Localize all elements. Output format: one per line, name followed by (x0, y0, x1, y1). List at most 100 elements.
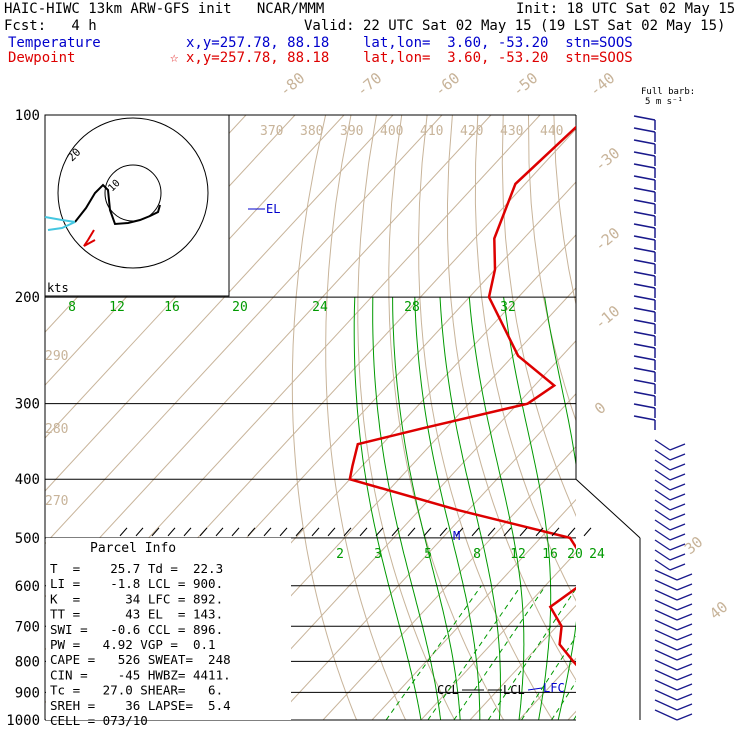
dry-adiabat-line (528, 115, 576, 423)
wind-barb (654, 679, 678, 691)
wind-barb (654, 699, 678, 711)
mixing-ratio-line (385, 585, 482, 720)
parcel-info-box (46, 537, 291, 720)
theta-label: 370 (260, 124, 283, 139)
parcel-info-row: TT = 43 EL = 143. (50, 607, 223, 622)
pressure-label: 1000 (6, 713, 40, 729)
mixing-ratio-label: 8 (473, 547, 481, 562)
moist-adiabat-label: 20 (232, 300, 248, 315)
isotherm-tick-label: -70 (353, 69, 385, 100)
wind-barb-flag (669, 443, 686, 451)
isotherm-tick-label: -80 (276, 69, 308, 100)
theta-label: 390 (340, 124, 363, 139)
hatch-mark (487, 527, 496, 537)
wind-barb-flag (669, 513, 686, 521)
isotherm-tick-label: 0 (591, 398, 609, 418)
wind-barb-flag (669, 483, 686, 491)
wind-barb (654, 659, 678, 671)
hatch-mark (215, 527, 224, 537)
wind-barb (654, 599, 678, 611)
wind-barb-flag (669, 463, 686, 471)
isotherm-line (273, 392, 576, 720)
dry-adiabat-line (553, 115, 576, 307)
theta-label: 440 (540, 124, 563, 139)
hatch-mark (279, 527, 288, 537)
isotherm-line (45, 115, 394, 492)
moist-adiabat-line (503, 297, 552, 720)
pressure-label: 200 (15, 290, 40, 306)
mixing-ratio-line (427, 585, 522, 720)
wind-barb (654, 559, 671, 571)
hodograph-ring-outer (57, 117, 209, 269)
pressure-label: 600 (15, 579, 40, 595)
wind-barb-flag (633, 139, 656, 145)
moist-adiabat-line (544, 297, 576, 720)
wind-barb (654, 509, 671, 521)
wind-barb-flag (633, 343, 656, 349)
lfc-marker (527, 687, 543, 691)
mixing-ratio-label: 5 (424, 547, 432, 562)
barb-legend-line2: 5 m s⁻¹ (645, 97, 683, 107)
m-annotation: M (453, 529, 460, 543)
wind-barb-flag (633, 367, 656, 373)
wind-barb (654, 459, 671, 471)
dry-adiabat-line (706, 115, 740, 720)
wind-barb-flag (633, 127, 656, 133)
hatch-mark (135, 527, 144, 537)
hodograph-trace (74, 183, 161, 226)
theta-label: 380 (300, 124, 323, 139)
mixing-ratio-label: 12 (510, 547, 526, 562)
parcel-info-row: SWI = -0.6 CCL = 896. (50, 622, 223, 637)
wind-barb-flag (633, 415, 656, 421)
dry-adiabat-line (630, 115, 740, 720)
wind-barb-flag (676, 623, 693, 631)
moist-adiabat-label: 12 (109, 300, 125, 315)
wind-barb (654, 489, 671, 501)
parcel-info-title: Parcel Info (90, 541, 176, 556)
wind-barb (654, 649, 678, 661)
wind-barb (654, 479, 671, 491)
wind-barb (654, 519, 671, 531)
hatch-mark (311, 527, 320, 537)
dewpoint-legend-info: x,y=257.78, 88.18 lat,lon= 3.60, -53.20 … (186, 50, 633, 66)
hatch-mark (551, 527, 560, 537)
wind-barb-flag (633, 271, 656, 277)
wind-barb-flag (633, 175, 656, 181)
wind-barb (654, 499, 671, 511)
wind-barb-flag (633, 331, 656, 337)
moist-adiabat-label: 16 (164, 300, 180, 315)
dewpoint-star-icon: ☆ (170, 50, 179, 66)
wind-barb-flag (669, 493, 686, 501)
wind-barb-flag (633, 115, 656, 121)
moist-adiabat-label: 32 (500, 300, 516, 315)
wind-barb-flag (676, 603, 693, 611)
hatch-mark (231, 527, 240, 537)
wind-barb-flag (633, 403, 656, 409)
dry-adiabat-line (579, 115, 740, 720)
theta-label: 410 (420, 124, 443, 139)
wind-barb-flag (669, 503, 686, 511)
wind-barb-flag (633, 307, 656, 313)
pressure-label: 100 (15, 108, 40, 124)
theta-side-label: 270 (45, 494, 68, 509)
hatch-mark (439, 527, 448, 537)
mixing-ratio-label: 2 (336, 547, 344, 562)
isotherm-tick-label: -60 (431, 69, 463, 100)
wind-barb-flag (676, 673, 693, 681)
hatch-mark (151, 527, 160, 537)
hodograph-units-label: kts (47, 281, 69, 295)
wind-barb (654, 539, 671, 551)
isotherm-line (469, 604, 576, 720)
temperature-legend-label: Temperature (8, 35, 101, 51)
wind-barb-flag (633, 391, 656, 397)
init-time: Init: 18 UTC Sat 02 May 15 (516, 1, 736, 17)
hatch-mark (471, 527, 480, 537)
isotherm-tick-label: -30 (591, 144, 623, 175)
dry-adiabat-line (681, 115, 740, 720)
parcel-info-row: PW = 4.92 VGP = 0.1 (50, 637, 216, 652)
hodograph-trace-lower (83, 229, 96, 247)
wind-barb-flag (669, 553, 686, 561)
parcel-info-row: Tc = 27.0 SHEAR= 6. (50, 683, 223, 698)
pressure-label: 400 (15, 472, 40, 488)
